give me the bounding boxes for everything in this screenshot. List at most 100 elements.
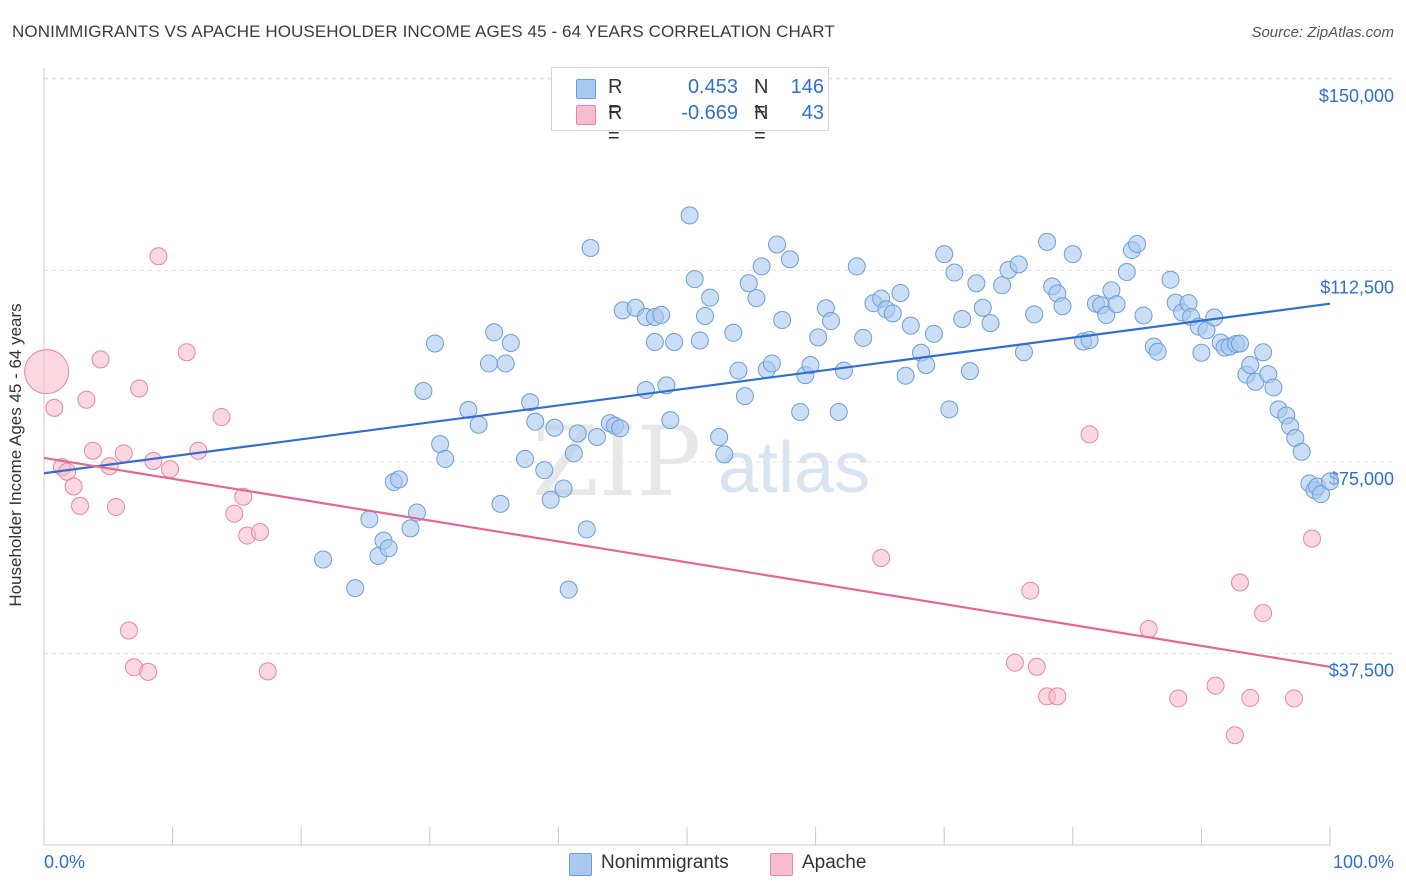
data-point: [258, 662, 277, 681]
data-point: [581, 239, 600, 258]
data-point: [973, 298, 992, 317]
data-point: [1264, 378, 1283, 397]
data-point: [1302, 529, 1321, 548]
data-point: [1128, 234, 1147, 253]
data-point: [485, 323, 504, 342]
data-point: [940, 400, 959, 419]
data-point: [768, 235, 787, 254]
x-tick-label-min: 0.0%: [44, 852, 86, 872]
data-point: [1206, 676, 1225, 695]
correlation-legend: R = 0.453 N = 146 R = -0.669 N = 43: [551, 67, 829, 147]
data-point: [1169, 689, 1188, 708]
data-point: [780, 250, 799, 269]
data-point: [83, 441, 102, 460]
data-point: [77, 390, 96, 409]
data-point: [119, 621, 138, 640]
data-point: [829, 402, 848, 421]
data-point: [739, 274, 758, 293]
data-point: [189, 441, 208, 460]
y-tick-labels: $37,500 $75,000 $112,500 $150,000: [1319, 86, 1394, 681]
y-tick-label: $37,500: [1329, 661, 1394, 681]
data-point: [1241, 688, 1260, 707]
data-point: [568, 424, 587, 443]
data-point: [1284, 689, 1303, 708]
data-point: [1009, 255, 1028, 274]
watermark-atlas: atlas: [718, 428, 870, 508]
data-point: [953, 310, 972, 329]
x-tick-label-max: 100.0%: [1332, 852, 1394, 872]
data-point: [559, 580, 578, 599]
data-point: [425, 334, 444, 353]
data-point: [177, 343, 196, 362]
data-point: [834, 361, 853, 380]
data-point: [1107, 295, 1126, 314]
data-point: [149, 247, 168, 266]
data-point: [1321, 472, 1339, 491]
data-point: [1025, 305, 1044, 324]
data-point: [1292, 442, 1311, 461]
data-point: [251, 522, 270, 541]
data-point: [1254, 343, 1273, 362]
data-point: [1311, 485, 1330, 504]
data-point: [847, 257, 866, 276]
data-point: [901, 316, 920, 335]
data-point: [45, 398, 64, 417]
data-point: [967, 274, 986, 293]
data-point: [735, 387, 754, 406]
data-point: [401, 519, 420, 538]
data-point: [379, 539, 398, 558]
data-point: [436, 449, 455, 468]
data-point: [762, 354, 781, 373]
y-tick-label: $75,000: [1329, 469, 1394, 489]
data-point: [896, 366, 915, 385]
data-point: [636, 380, 655, 399]
data-point: [234, 487, 253, 506]
data-point: [1230, 334, 1249, 353]
n-value: 43: [801, 102, 824, 124]
data-point: [1048, 687, 1067, 706]
data-point: [729, 361, 748, 380]
data-point: [611, 419, 630, 438]
data-point: [526, 412, 545, 431]
data-point: [64, 477, 83, 496]
data-point: [1139, 619, 1158, 638]
data-point: [1053, 297, 1072, 316]
data-point: [161, 460, 180, 479]
data-point: [1063, 245, 1082, 264]
data-point: [535, 461, 554, 480]
data-point: [144, 451, 163, 470]
n-label: N =: [754, 76, 769, 121]
legend-label: Nonimmigrants: [601, 852, 729, 873]
y-axis-label: Householder Income Ages 45 - 64 years: [6, 303, 25, 607]
legend-swatch-blue: [576, 79, 596, 99]
data-point: [924, 324, 943, 343]
data-point: [1192, 343, 1211, 362]
data-point: [993, 276, 1012, 295]
data-point: [91, 350, 110, 369]
data-point: [822, 312, 841, 331]
data-point: [114, 444, 133, 463]
data-point: [515, 449, 534, 468]
r-value: 0.453: [687, 76, 738, 98]
data-point: [1134, 306, 1153, 325]
data-point: [747, 289, 766, 308]
data-point: [1014, 343, 1033, 362]
data-point: [645, 332, 664, 351]
data-point: [314, 550, 333, 569]
data-point: [690, 331, 709, 350]
data-point: [1148, 342, 1167, 361]
r-label: R =: [608, 76, 623, 121]
data-point: [541, 490, 560, 509]
data-point: [24, 349, 70, 395]
data-point: [752, 257, 771, 276]
data-point: [225, 504, 244, 523]
axes: [43, 68, 1331, 846]
data-point: [652, 305, 671, 324]
data-point: [791, 402, 810, 421]
y-tick-label: $112,500: [1320, 278, 1394, 298]
data-point: [917, 355, 936, 374]
data-point: [212, 408, 231, 427]
data-point: [680, 206, 699, 225]
r-label: R =: [608, 102, 623, 147]
